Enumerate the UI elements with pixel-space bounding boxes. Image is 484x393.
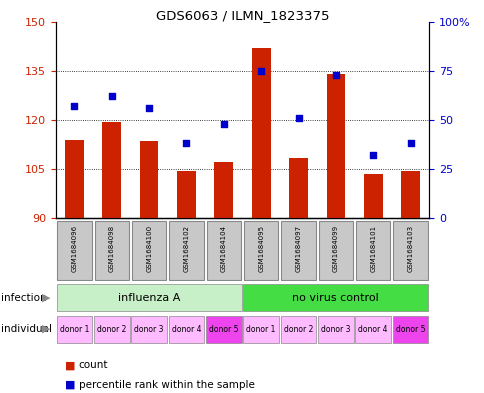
Bar [177,171,196,218]
Text: ■: ■ [65,380,76,390]
Text: influenza A: influenza A [118,293,180,303]
Text: GSM1684103: GSM1684103 [407,225,413,272]
Text: donor 5: donor 5 [209,325,238,334]
Bar [168,316,204,343]
Bar [363,174,382,218]
Bar [65,140,84,218]
Text: GSM1684096: GSM1684096 [71,225,77,272]
Text: ▶: ▶ [42,324,50,334]
Point [145,105,153,111]
Text: GSM1684097: GSM1684097 [295,225,301,272]
Text: infection: infection [1,293,46,303]
Bar [102,121,121,218]
Text: GSM1684095: GSM1684095 [257,225,264,272]
Text: donor 2: donor 2 [283,325,313,334]
Bar [355,316,390,343]
Bar [318,221,352,280]
Bar [206,316,241,343]
Point [182,140,190,147]
Point [107,93,115,99]
Bar [392,316,427,343]
Bar [400,171,419,218]
Text: percentile rank within the sample: percentile rank within the sample [78,380,254,390]
Bar [243,284,427,311]
Bar [57,221,91,280]
Bar [318,316,353,343]
Text: GSM1684104: GSM1684104 [220,225,227,272]
Point [369,152,377,158]
Point [219,121,227,127]
Text: donor 2: donor 2 [97,325,126,334]
Text: donor 5: donor 5 [395,325,424,334]
Text: donor 3: donor 3 [320,325,350,334]
Bar [288,158,307,218]
Text: GSM1684100: GSM1684100 [146,225,152,272]
Text: donor 1: donor 1 [246,325,275,334]
Point [294,115,302,121]
Text: donor 1: donor 1 [60,325,89,334]
Bar [94,221,129,280]
Bar [243,221,278,280]
Bar [280,316,316,343]
Bar [131,316,166,343]
Bar [169,221,203,280]
Bar [355,221,390,280]
Point [257,68,265,74]
Bar [57,284,241,311]
Bar [214,162,233,218]
Text: GSM1684098: GSM1684098 [108,225,115,272]
Text: GSM1684099: GSM1684099 [332,225,338,272]
Bar [393,221,427,280]
Bar [326,74,345,218]
Bar [206,221,241,280]
Bar [281,221,315,280]
Text: GSM1684102: GSM1684102 [183,225,189,272]
Bar [57,316,92,343]
Bar [94,316,129,343]
Bar [243,316,278,343]
Bar [251,48,270,218]
Text: donor 4: donor 4 [171,325,201,334]
Text: individual: individual [1,324,52,334]
Text: donor 3: donor 3 [134,325,164,334]
Text: count: count [78,360,108,371]
Text: GDS6063 / ILMN_1823375: GDS6063 / ILMN_1823375 [155,9,329,22]
Bar [139,141,158,218]
Point [406,140,413,147]
Text: no virus control: no virus control [292,293,378,303]
Text: ■: ■ [65,360,76,371]
Point [331,72,339,78]
Text: ▶: ▶ [42,293,50,303]
Text: GSM1684101: GSM1684101 [369,225,376,272]
Bar [132,221,166,280]
Point [71,103,78,109]
Text: donor 4: donor 4 [358,325,387,334]
